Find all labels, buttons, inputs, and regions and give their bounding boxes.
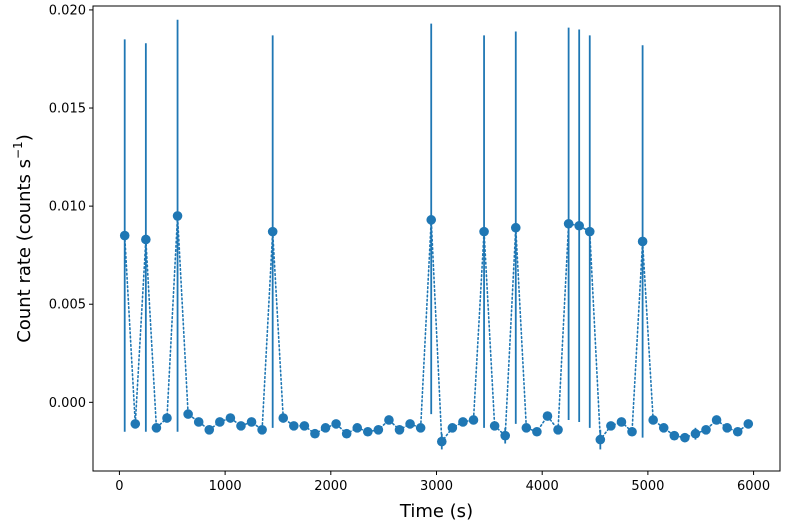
data-point <box>415 423 426 433</box>
data-point <box>352 423 363 433</box>
data-point <box>215 417 225 427</box>
data-point <box>373 424 384 435</box>
data-point <box>394 424 405 435</box>
data-point <box>732 426 743 437</box>
data-point <box>299 421 310 431</box>
data-point <box>574 220 584 231</box>
data-point <box>246 417 257 427</box>
y-axis-title: Count rate (counts s−1) <box>11 134 35 342</box>
data-point <box>669 430 680 441</box>
data-point <box>151 423 162 433</box>
data-point <box>658 423 669 433</box>
data-point <box>225 413 236 423</box>
data-point <box>236 421 246 431</box>
data-point <box>584 226 595 237</box>
series-dotted-line <box>123 215 750 444</box>
y-axis: 0.000 0.005 0.010 0.015 0.020 <box>49 3 93 411</box>
data-point <box>553 424 563 435</box>
data-point <box>426 215 437 225</box>
data-point <box>606 421 616 431</box>
data-point <box>680 432 690 443</box>
data-point <box>500 430 511 441</box>
y-tick-label: 0.000 <box>49 396 86 411</box>
x-tick-label: 5000 <box>631 479 664 494</box>
data-point <box>637 236 648 247</box>
data-point <box>447 423 458 433</box>
x-axis-title: Time (s) <box>399 501 473 522</box>
data-point <box>331 419 341 429</box>
data-point <box>257 424 267 435</box>
data-point <box>743 419 754 429</box>
data-point <box>405 419 415 429</box>
data-point <box>384 415 394 425</box>
data-point <box>183 409 193 419</box>
data-point <box>627 426 637 437</box>
data-point <box>711 415 722 425</box>
data-point <box>289 421 299 431</box>
x-tick-label: 3000 <box>420 479 453 494</box>
y-tick-label: 0.015 <box>49 102 86 117</box>
data-point <box>595 434 606 445</box>
data-point <box>510 222 521 233</box>
x-axis: 0 1000 2000 3000 4000 5000 6000 <box>115 471 770 494</box>
data-point <box>119 230 130 241</box>
data-point <box>363 426 373 437</box>
data-point <box>468 415 479 425</box>
data-point <box>616 417 627 427</box>
x-tick-label: 2000 <box>314 479 347 494</box>
y-tick-label: 0.020 <box>49 3 86 18</box>
data-point <box>532 426 542 437</box>
data-point <box>320 423 331 433</box>
x-tick-label: 6000 <box>737 479 770 494</box>
y-tick-label: 0.005 <box>49 298 86 313</box>
y-axis-title-end: ) <box>14 134 35 141</box>
data-point <box>141 234 151 245</box>
data-point <box>701 424 711 435</box>
data-point <box>172 211 183 221</box>
data-point <box>542 411 553 421</box>
data-point <box>489 421 500 431</box>
data-point <box>458 417 468 427</box>
data-point <box>278 413 289 423</box>
data-point <box>479 226 489 237</box>
data-point <box>162 413 172 423</box>
data-point <box>267 226 278 237</box>
data-point <box>130 419 141 429</box>
data-point <box>648 415 658 425</box>
axes-frame <box>92 5 781 472</box>
data-point <box>310 428 320 439</box>
data-point <box>436 436 447 447</box>
x-tick-label: 0 <box>115 479 123 494</box>
data-point <box>563 218 574 229</box>
data-point <box>341 428 352 439</box>
x-tick-label: 1000 <box>209 479 242 494</box>
plot-area <box>119 19 754 450</box>
data-point <box>193 417 204 427</box>
data-point <box>204 424 215 435</box>
data-point <box>690 428 701 439</box>
data-point <box>521 423 532 433</box>
y-axis-title-superscript: −1 <box>11 141 25 159</box>
y-axis-title-main: Count rate (counts s <box>14 159 35 343</box>
y-tick-label: 0.010 <box>49 200 86 215</box>
data-point <box>722 423 732 433</box>
x-tick-label: 4000 <box>526 479 559 494</box>
